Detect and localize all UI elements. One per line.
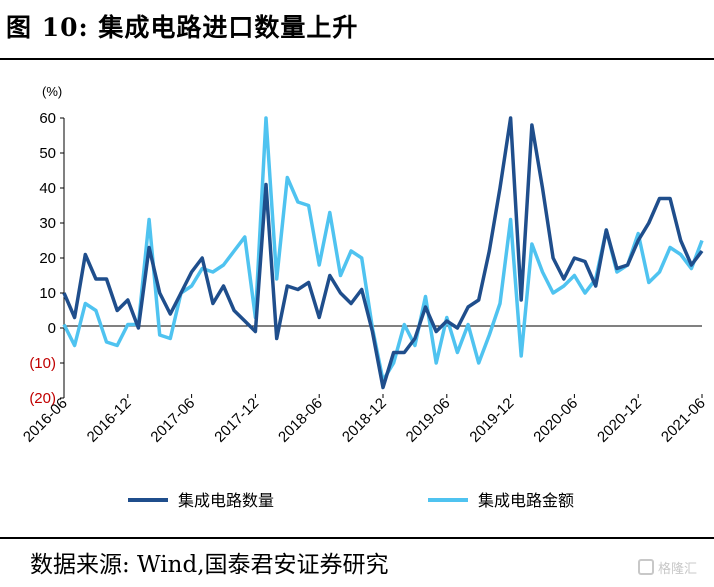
y-tick-label: (20) <box>29 390 56 407</box>
legend: 集成电路数量 集成电路金额 <box>128 492 574 510</box>
watermark-logo-icon <box>638 559 654 575</box>
y-tick-label: 40 <box>39 180 56 197</box>
y-tick-label: 10 <box>39 285 56 302</box>
x-tick-label: 2016-12 <box>84 395 135 446</box>
x-tick-label: 2021-06 <box>658 395 709 446</box>
y-tick-label: 20 <box>39 250 56 267</box>
watermark-text: 格隆汇 <box>658 561 698 577</box>
x-tick-label: 2018-12 <box>339 395 390 446</box>
x-tick-label: 2018-06 <box>275 395 326 446</box>
x-tick-label: 2020-12 <box>594 395 645 446</box>
y-tick-label: 50 <box>39 145 56 162</box>
x-tick-label: 2019-06 <box>403 395 454 446</box>
source-note: 数据来源: Wind,国泰君安证券研究 <box>30 552 389 578</box>
x-tick-label: 2020-06 <box>530 395 581 446</box>
watermark: 格隆汇 <box>638 555 708 579</box>
bottom-rule <box>0 537 714 539</box>
series-line-1 <box>62 116 704 383</box>
figure-title: 图 10: 集成电路进口数量上升 <box>6 13 359 42</box>
legend-label: 集成电路金额 <box>478 492 574 510</box>
legend-label: 集成电路数量 <box>178 492 274 510</box>
y-tick-label: 30 <box>39 215 56 232</box>
series-lines <box>62 116 704 390</box>
y-tick-label: (10) <box>29 355 56 372</box>
x-tick-label: 2017-06 <box>147 395 198 446</box>
top-rule <box>0 58 714 60</box>
y-tick-label: 0 <box>48 320 56 337</box>
x-tick-label: 2017-12 <box>211 395 262 446</box>
series-line-0 <box>62 116 704 390</box>
x-tick-label: 2019-12 <box>466 395 517 446</box>
y-unit-label: (%) <box>42 84 62 99</box>
y-tick-label: 60 <box>39 110 56 127</box>
y-ticks: 60 50 40 30 20 10 0 (10) (20) <box>29 110 64 407</box>
x-ticks: 2016-06 2016-12 2017-06 2017-12 2018-06 2018-… <box>20 394 709 446</box>
